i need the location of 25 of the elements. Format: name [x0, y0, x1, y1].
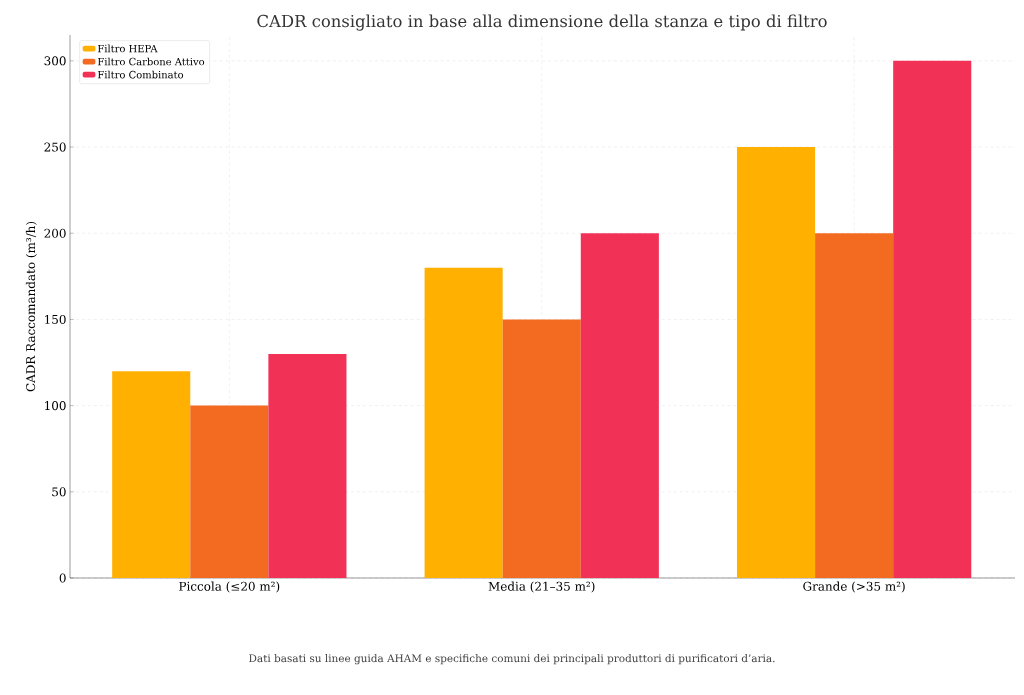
- bar: [112, 371, 191, 578]
- y-tick-label: 300: [44, 56, 66, 66]
- legend-label: Filtro HEPA: [97, 44, 158, 53]
- bar: [502, 319, 581, 578]
- bar: [190, 405, 269, 578]
- bar: [736, 147, 816, 578]
- bar: [424, 267, 503, 578]
- bar: [815, 233, 894, 578]
- y-tick-label: 100: [45, 401, 66, 411]
- y-axis-title: CADR Raccomandato (m³/h): [25, 221, 37, 392]
- x-tick-label: Piccola (≤20 m²): [179, 581, 280, 593]
- text: Dati basati su linee guida AHAM e specifiche comuni dei principali produttori di purificatori d’aria.: [249, 654, 775, 665]
- y-tick-label: 150: [45, 314, 66, 324]
- bar: [580, 233, 659, 578]
- legend-label: Filtro Carbone Attivo: [97, 57, 205, 66]
- x-tick-label: Media (21–35 m²): [488, 581, 595, 593]
- chart-title: CADR consigliato in base alla dimensione della stanza e tipo di filtro: [257, 14, 827, 31]
- y-tick-label: 250: [44, 142, 66, 152]
- y-tick-label: 200: [44, 228, 66, 238]
- y-tick-label: 50: [52, 487, 66, 497]
- legend-label: Filtro Combinato: [97, 70, 184, 79]
- x-tick-label: Grande (>35 m²): [803, 581, 905, 593]
- bar: [268, 353, 347, 578]
- bar: [893, 60, 972, 578]
- y-tick-label: 0: [59, 573, 66, 583]
